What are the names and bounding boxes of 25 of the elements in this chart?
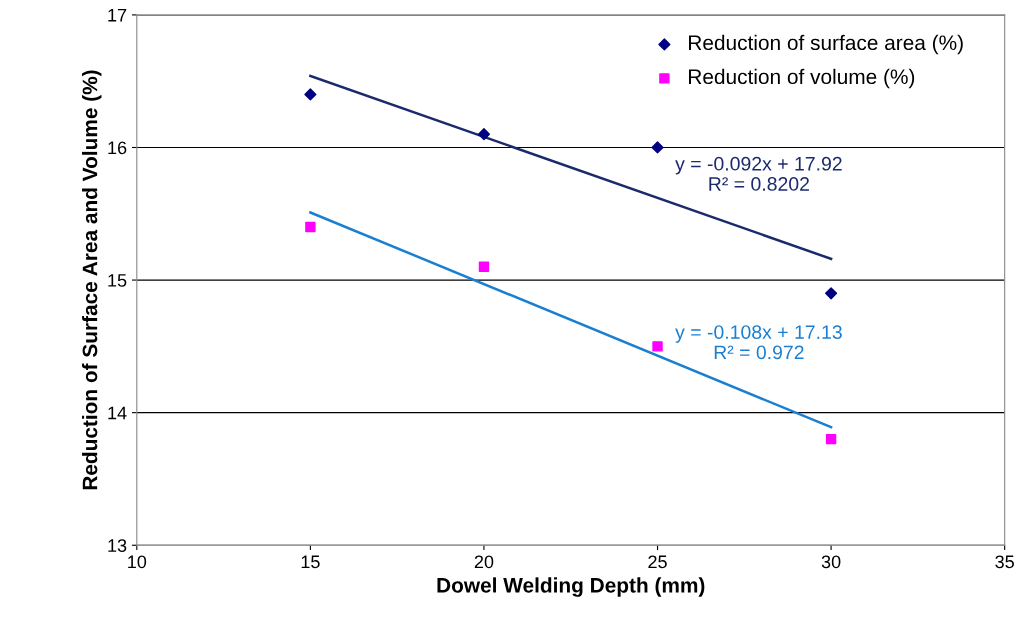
y-axis-title: Reduction of Surface Area and Volume (%) xyxy=(82,70,102,490)
point xyxy=(651,141,664,154)
x-tick-label: 30 xyxy=(821,555,841,569)
annotation: y = -0.092x + 17.92 R² = 0.8202 xyxy=(675,156,842,191)
x-tick-label: 25 xyxy=(648,555,667,569)
point xyxy=(304,88,317,101)
legend-label: Reduction of volume (%) xyxy=(689,68,915,89)
x-axis-title: Dowel Welding Depth (mm) xyxy=(437,577,705,597)
y-tick-label: 17 xyxy=(108,9,127,22)
y-tick-label: 13 xyxy=(108,539,127,552)
legend-label: Reduction of surface area (%) xyxy=(689,34,963,55)
point xyxy=(652,341,663,352)
y-tick-label: 16 xyxy=(108,141,127,155)
x-tick-label: 20 xyxy=(474,555,494,569)
y-tick-label: 15 xyxy=(108,274,127,287)
point xyxy=(825,433,837,445)
point xyxy=(478,261,490,273)
point xyxy=(477,128,491,141)
annotation: y = -0.108x + 17.13 R² = 0.972 xyxy=(675,325,842,360)
point xyxy=(305,221,316,233)
x-tick-label: 10 xyxy=(128,555,147,569)
point xyxy=(825,287,838,300)
x-tick-label: 35 xyxy=(995,555,1014,569)
y-tick-label: 14 xyxy=(108,406,127,420)
x-tick-label: 15 xyxy=(301,555,320,569)
